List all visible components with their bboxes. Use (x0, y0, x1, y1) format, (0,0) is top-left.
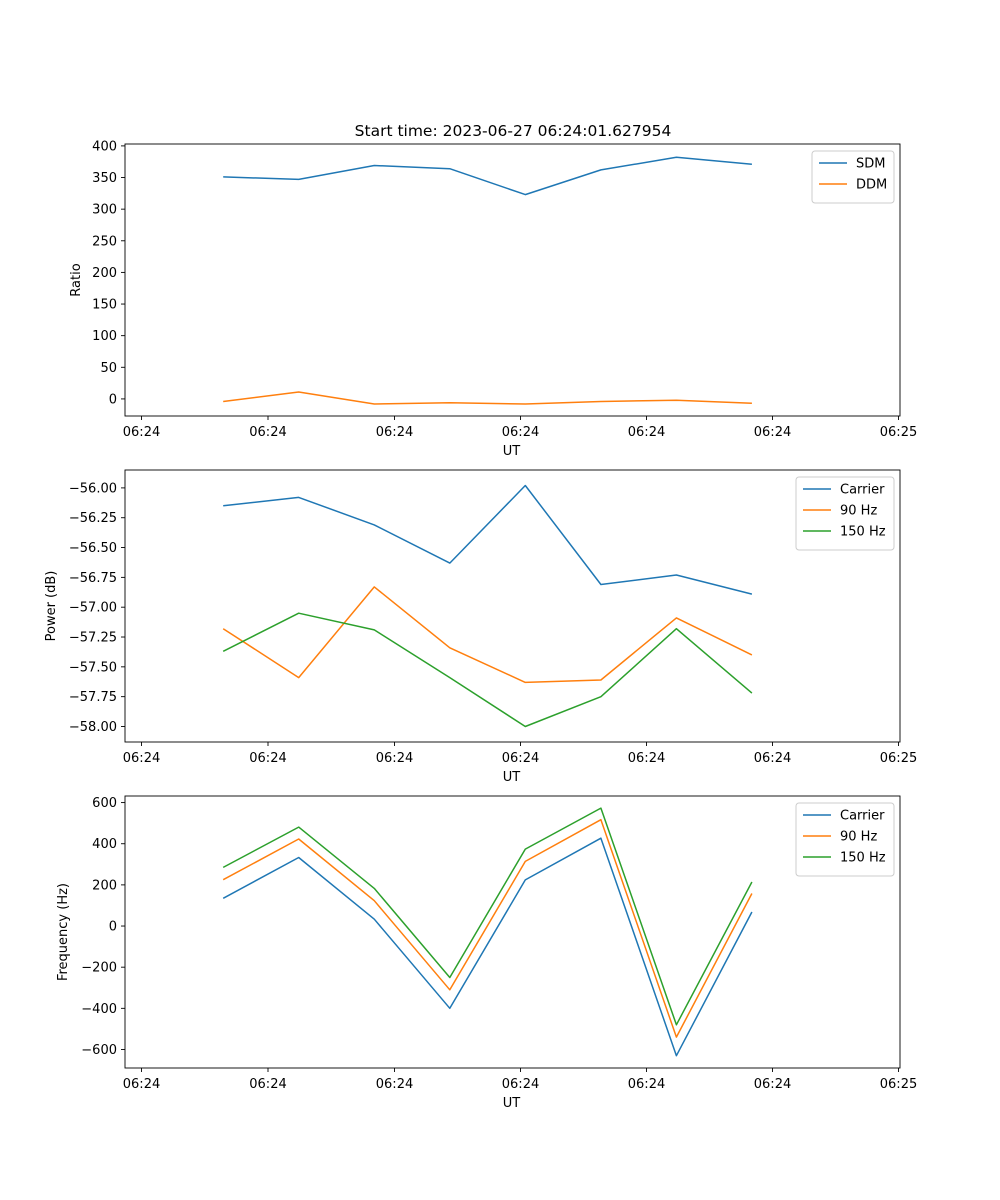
y-tick-label: −56.00 (69, 481, 117, 496)
y-axis-label: Ratio (69, 263, 84, 296)
x-tick-label: 06:24 (628, 425, 665, 440)
y-tick-label: −56.50 (69, 541, 117, 556)
legend: Carrier 90 Hz 150 Hz (795, 802, 895, 877)
y-tick-label: 50 (100, 361, 117, 376)
x-tick-label: 06:24 (754, 425, 791, 440)
axes-frame (124, 469, 901, 743)
legend: SDM DDM (811, 150, 895, 204)
y-tick-label: 400 (92, 139, 117, 154)
x-tick-label: 06:24 (502, 425, 539, 440)
x-tick-label: 06:24 (249, 1077, 286, 1092)
chart-panel-3: −600 −400 −200 0 200 400 600 06:24 06:24 06:24 06:… (56, 795, 917, 1111)
x-tick-label: 06:24 (754, 751, 791, 766)
y-tick-label: −400 (81, 1002, 117, 1017)
series-line-ddm (223, 391, 752, 405)
x-tick-label: 06:24 (376, 1077, 413, 1092)
chart-panel-2: −58.00 −57.75 −57.50 −57.25 −57.00 −56.75 −56.… (44, 469, 917, 785)
series-line-carrier (222, 837, 753, 1057)
legend: Carrier 90 Hz 150 Hz (795, 476, 895, 551)
x-tick-label: 06:24 (123, 1077, 160, 1092)
y-tick-label: 200 (92, 266, 117, 281)
y-tick-label: 200 (92, 878, 117, 893)
legend-label: Carrier (840, 809, 885, 824)
x-tick-label: 06:24 (123, 425, 160, 440)
y-tick-label: 100 (92, 329, 117, 344)
x-tick-label: 06:25 (880, 1077, 917, 1092)
legend-label: 90 Hz (840, 830, 877, 845)
x-tick-label: 06:24 (754, 1077, 791, 1092)
y-tick-label: −57.75 (69, 690, 117, 705)
y-tick-label: 350 (92, 171, 117, 186)
legend-label: DDM (856, 178, 887, 193)
y-tick-label: 600 (92, 796, 117, 811)
axes-frame (124, 795, 901, 1069)
y-tick-label: 300 (92, 203, 117, 218)
y-tick-label: 400 (92, 837, 117, 852)
legend-box (811, 150, 895, 204)
x-tick-label: 06:24 (628, 1077, 665, 1092)
y-tick-label: −57.00 (69, 601, 117, 616)
figure-title: Start time: 2023-06-27 06:24:01.627954 (355, 122, 672, 140)
x-tick-label: 06:24 (502, 1077, 539, 1092)
y-tick-label: 0 (109, 920, 117, 935)
y-axis-label: Frequency (Hz) (56, 883, 71, 981)
x-tick-label: 06:24 (376, 751, 413, 766)
y-tick-label: −200 (81, 961, 117, 976)
series-line-150-hz (222, 807, 753, 1026)
x-tick-label: 06:25 (880, 751, 917, 766)
y-tick-label: −600 (81, 1043, 117, 1058)
x-axis-label: UT (503, 444, 521, 459)
y-tick-label: −57.50 (69, 660, 117, 675)
legend-label: 90 Hz (840, 504, 877, 519)
legend-label: SDM (856, 157, 885, 172)
series-line-150-hz (222, 612, 753, 728)
chart-panel-1: 0 50 100 150 200 250 300 350 400 06:24 06:24 06:24 0… (69, 139, 917, 459)
y-axis-label: Power (dB) (44, 571, 59, 642)
legend-label: 150 Hz (840, 525, 886, 540)
y-tick-label: 150 (92, 298, 117, 313)
y-tick-label: 250 (92, 234, 117, 249)
legend-label: Carrier (840, 483, 885, 498)
series-line-sdm (223, 156, 752, 196)
x-tick-label: 06:24 (628, 751, 665, 766)
series-line-90-hz (222, 586, 753, 684)
y-tick-label: −57.25 (69, 631, 117, 646)
x-tick-label: 06:24 (376, 425, 413, 440)
series-line-90-hz (222, 818, 753, 1038)
y-tick-label: 0 (109, 392, 117, 407)
x-tick-label: 06:24 (249, 425, 286, 440)
y-tick-label: −56.25 (69, 511, 117, 526)
y-tick-label: −58.00 (69, 720, 117, 735)
x-axis-label: UT (503, 770, 521, 785)
x-tick-label: 06:25 (880, 425, 917, 440)
x-tick-label: 06:24 (123, 751, 160, 766)
x-tick-label: 06:24 (249, 751, 286, 766)
series-line-carrier (223, 484, 753, 595)
x-axis-label: UT (503, 1096, 521, 1111)
y-tick-label: −56.75 (69, 571, 117, 586)
legend-label: 150 Hz (840, 851, 886, 866)
x-tick-label: 06:24 (502, 751, 539, 766)
axes-frame (124, 143, 901, 417)
